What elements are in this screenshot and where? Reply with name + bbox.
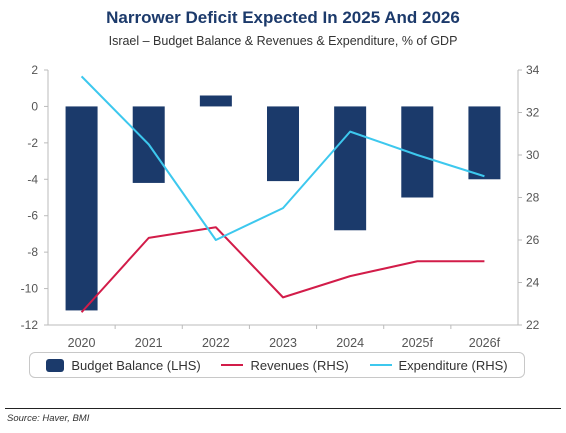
legend-label-expenditure: Expenditure (RHS) [398, 357, 508, 373]
x-tick-label: 2026f [469, 336, 501, 350]
legend-item-revenues: Revenues (RHS) [221, 357, 349, 373]
legend-label-budget-balance: Budget Balance (LHS) [71, 357, 201, 373]
chart-subtitle: Israel – Budget Balance & Revenues & Exp… [108, 34, 458, 48]
left-tick-label: 2 [31, 63, 38, 77]
right-tick-label: 32 [526, 106, 540, 120]
legend-item-budget-balance: Budget Balance (LHS) [46, 357, 201, 373]
legend-swatch-expenditure [369, 364, 392, 366]
bar-budget-balance-2020 [65, 106, 98, 311]
x-tick-label: 2022 [202, 336, 230, 350]
legend-item-expenditure: Expenditure (RHS) [369, 357, 508, 373]
right-tick-label: 24 [526, 276, 540, 290]
right-tick-label: 22 [526, 318, 540, 332]
left-tick-label: -4 [27, 172, 38, 186]
chart-plot: 2 0 -2 -4 -6 -8 -10 -12 34 32 30 28 26 24 22 2020 2021 20… [21, 63, 540, 350]
left-tick-label: -6 [27, 209, 38, 223]
left-tick-label: 0 [31, 99, 38, 113]
chart-title: Narrower Deficit Expected In 2025 And 20… [106, 8, 460, 27]
right-tick-label: 26 [526, 233, 540, 247]
legend-label-revenues: Revenues (RHS) [250, 357, 349, 373]
right-tick-label: 34 [526, 63, 540, 77]
x-tick-label: 2020 [68, 336, 96, 350]
x-tick-label: 2024 [336, 336, 364, 350]
x-tick-label: 2025f [402, 336, 434, 350]
bar-budget-balance-2022 [199, 95, 232, 107]
x-tick-label: 2023 [269, 336, 297, 350]
source-note: Source: Haver, BMI [7, 413, 90, 424]
right-tick-label: 28 [526, 191, 540, 205]
x-tick-label: 2021 [135, 336, 163, 350]
left-tick-label: -2 [27, 136, 38, 150]
left-tick-label: -8 [27, 245, 38, 259]
right-tick-label: 30 [526, 148, 540, 162]
line-revenues [80, 226, 485, 313]
legend-swatch-revenues [221, 364, 244, 366]
bar-budget-balance-2023 [267, 106, 299, 182]
left-tick-label: -12 [21, 318, 39, 332]
legend-swatch-budget-balance [46, 358, 65, 372]
bar-budget-balance-2026f [468, 106, 501, 180]
bar-budget-balance-2024 [334, 106, 367, 231]
left-tick-label: -10 [21, 282, 39, 296]
chart-legend: Budget Balance (LHS) Revenues (RHS) Expe… [29, 352, 525, 378]
source-divider [5, 408, 561, 409]
